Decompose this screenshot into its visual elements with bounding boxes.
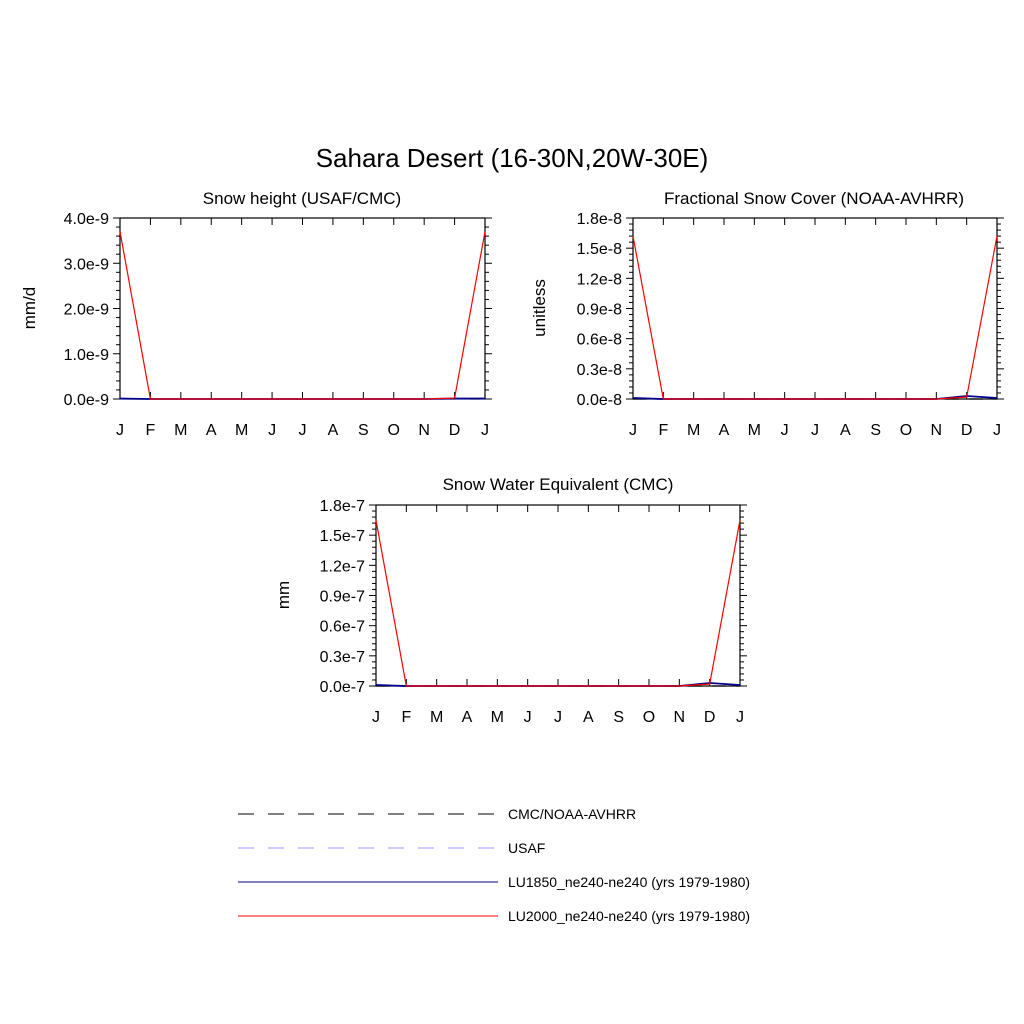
y-tick-label: 1.8e-8	[577, 211, 622, 228]
x-tick-label: S	[613, 709, 624, 726]
x-tick-label: O	[900, 422, 912, 439]
x-tick-label: S	[870, 422, 881, 439]
panel-title: Snow Water Equivalent (CMC)	[443, 475, 674, 494]
series-line	[119, 231, 486, 400]
x-tick-label: N	[674, 709, 686, 726]
panel-title: Fractional Snow Cover (NOAA-AVHRR)	[664, 189, 964, 208]
x-tick-label: A	[840, 422, 851, 439]
y-tick-label: 0.9e-8	[577, 302, 622, 319]
plot-frame	[632, 217, 998, 400]
x-tick-label: A	[719, 422, 730, 439]
x-tick-label: D	[704, 709, 716, 726]
x-tick-label: N	[931, 422, 943, 439]
y-tick-label: 0.6e-7	[320, 619, 365, 636]
x-tick-label: D	[961, 422, 973, 439]
legend-label: USAF	[508, 840, 545, 856]
x-tick-label: O	[388, 422, 400, 439]
x-tick-label: S	[358, 422, 369, 439]
panel-snow-height: Snow height (USAF/CMC) mm/d J F M A M J J A S O N D…	[20, 189, 492, 439]
x-tick-label: A	[462, 709, 473, 726]
y-axis-label: unitless	[530, 279, 549, 337]
x-tick-label: A	[328, 422, 339, 439]
x-tick-label: A	[206, 422, 217, 439]
y-tick-label: 3.0e-9	[64, 256, 109, 273]
y-tick-label: 1.2e-8	[577, 271, 622, 288]
plot-frame	[119, 217, 486, 400]
x-tick-label: D	[449, 422, 461, 439]
x-tick-label: J	[268, 422, 276, 439]
x-tick-label: M	[174, 422, 187, 439]
x-tick-label: J	[554, 709, 562, 726]
y-tick-label: 0.0e-9	[64, 392, 109, 409]
x-tick-label: A	[583, 709, 594, 726]
series-line	[375, 519, 741, 687]
y-tick-label: 0.3e-7	[320, 649, 365, 666]
x-tick-label: F	[146, 422, 156, 439]
x-tick-label: M	[235, 422, 248, 439]
y-tick-label: 1.8e-7	[320, 498, 365, 515]
y-axis-label: mm	[274, 581, 293, 609]
x-tick-label: J	[781, 422, 789, 439]
y-tick-label: 0.6e-8	[577, 332, 622, 349]
panel-fractional-snow-cover: Fractional Snow Cover (NOAA-AVHRR) unitl…	[530, 189, 1004, 439]
legend-label: CMC/NOAA-AVHRR	[508, 806, 636, 822]
panel-title: Snow height (USAF/CMC)	[203, 189, 401, 208]
x-tick-label: M	[430, 709, 443, 726]
x-tick-label: J	[993, 422, 1001, 439]
legend: CMC/NOAA-AVHRR USAF LU1850_ne240-ne240 (yr…	[238, 806, 750, 924]
y-tick-label: 2.0e-9	[64, 302, 109, 319]
plot-frame	[375, 504, 741, 687]
series-line	[632, 235, 998, 400]
y-tick-label: 4.0e-9	[64, 211, 109, 228]
x-tick-label: J	[524, 709, 532, 726]
y-tick-label: 1.5e-8	[577, 241, 622, 258]
y-tick-label: 0.9e-7	[320, 589, 365, 606]
y-axis-label: mm/d	[20, 287, 39, 330]
y-tick-label: 1.2e-7	[320, 558, 365, 575]
x-tick-label: M	[748, 422, 761, 439]
y-tick-label: 1.0e-9	[64, 347, 109, 364]
x-tick-label: J	[481, 422, 489, 439]
x-tick-label: F	[658, 422, 668, 439]
x-tick-label: J	[811, 422, 819, 439]
legend-label: LU2000_ne240-ne240 (yrs 1979-1980)	[508, 908, 750, 924]
y-tick-label: 0.0e-8	[577, 392, 622, 409]
x-tick-label: J	[372, 709, 380, 726]
x-tick-label: J	[116, 422, 124, 439]
x-tick-label: N	[418, 422, 430, 439]
x-tick-label: F	[401, 709, 411, 726]
y-tick-label: 1.5e-7	[320, 528, 365, 545]
x-tick-label: M	[491, 709, 504, 726]
panel-snow-water-equivalent: Snow Water Equivalent (CMC) mm J F M A M J J A S…	[274, 475, 747, 726]
y-tick-label: 0.0e-7	[320, 679, 365, 696]
x-tick-label: J	[299, 422, 307, 439]
x-tick-label: J	[736, 709, 744, 726]
x-tick-label: M	[687, 422, 700, 439]
x-tick-label: J	[629, 422, 637, 439]
figure-title: Sahara Desert (16-30N,20W-30E)	[316, 143, 709, 173]
y-tick-label: 0.3e-8	[577, 362, 622, 379]
legend-label: LU1850_ne240-ne240 (yrs 1979-1980)	[508, 874, 750, 890]
x-tick-label: O	[643, 709, 655, 726]
